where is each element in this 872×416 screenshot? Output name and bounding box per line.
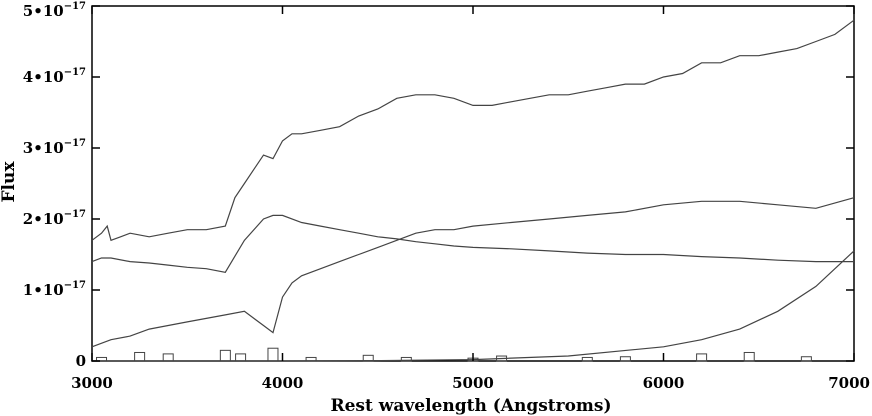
residual-bar: [496, 355, 508, 362]
residual-bar: [619, 356, 631, 362]
y-tick-label: 3•10−17: [23, 138, 86, 157]
residual-bar: [581, 356, 593, 362]
y-tick-label: 0: [76, 352, 86, 370]
residual-bar: [800, 356, 812, 362]
residual-bar: [134, 351, 146, 362]
residual-bar: [362, 354, 374, 362]
x-tick-label: 7000: [828, 374, 870, 392]
residual-bar: [96, 356, 108, 362]
plot-area: [91, 5, 855, 362]
y-tick-label: 4•10−17: [23, 67, 86, 86]
series-line-component-upper: [91, 214, 854, 273]
axes: 3000 4000 5000 6000 7000 0 1•10−17 2•10−17 3•10−…: [23, 1, 870, 392]
x-tick-label: 5000: [452, 374, 494, 392]
residual-bar: [235, 353, 247, 362]
x-tick-label: 3000: [71, 374, 113, 392]
series-line-power-law: [92, 250, 855, 362]
y-tick-label: 2•10−17: [23, 209, 86, 228]
residual-bar: [267, 347, 279, 362]
x-tick-label: 6000: [643, 374, 685, 392]
residual-bar: [219, 349, 231, 362]
x-tick-label: 4000: [262, 374, 304, 392]
series-line-component-lower: [91, 197, 855, 348]
series-group: [91, 19, 855, 362]
residual-bar: [400, 356, 412, 362]
residual-bar: [743, 351, 755, 362]
series-line-observed: [91, 19, 855, 242]
residual-bar: [696, 353, 708, 362]
y-tick-label: 1•10−17: [23, 280, 86, 299]
x-axis-title: Rest wavelength (Angstroms): [330, 396, 611, 416]
plot-frame: [91, 5, 855, 362]
y-tick-label: 5•10−17: [23, 1, 86, 20]
y-axis-title: Flux: [0, 161, 19, 203]
residual-bar: [305, 356, 317, 362]
residual-bar: [162, 353, 174, 362]
